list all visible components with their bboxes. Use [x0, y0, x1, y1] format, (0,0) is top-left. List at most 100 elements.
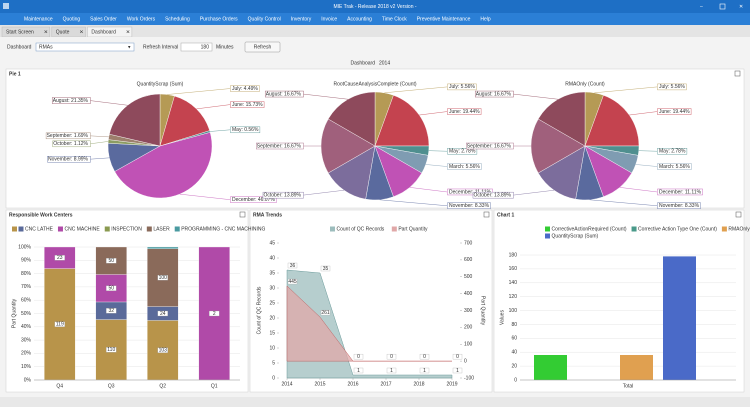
menu-item[interactable]: Time Clock	[382, 16, 407, 22]
expand-icon[interactable]	[239, 211, 246, 218]
data-label: May: 2.78%	[659, 149, 686, 155]
legend-swatch	[391, 226, 397, 232]
label-box	[657, 108, 692, 115]
label-box	[452, 353, 463, 360]
y-tick-label: 80	[511, 322, 517, 328]
label-box	[474, 90, 514, 98]
maximize[interactable]	[719, 3, 726, 10]
pie-slice	[159, 95, 210, 147]
data-label: December: 11.11%	[659, 189, 702, 195]
label-box	[230, 196, 277, 203]
legend-swatch	[18, 226, 24, 232]
y-tick-label: 70%	[21, 284, 32, 290]
minimize[interactable]: –	[700, 4, 703, 10]
y2-tick-label: 700	[464, 240, 473, 246]
panel	[249, 209, 493, 393]
y-tick-label: 90%	[21, 258, 32, 264]
expand-icon[interactable]	[483, 211, 490, 218]
y-tick-label: 120	[509, 294, 518, 300]
menu-item[interactable]: Purchase Orders	[200, 16, 238, 22]
data-label: August: 16.67%	[266, 91, 302, 97]
dashboard-select-value: RMAs	[39, 44, 53, 50]
data-label: 0	[357, 354, 360, 360]
y-tick-label: 5	[272, 360, 275, 366]
bar	[534, 355, 567, 380]
label-box	[230, 85, 260, 92]
label-box	[262, 191, 304, 199]
menu-item[interactable]: Work Orders	[127, 16, 156, 22]
data-label: June: 19.44%	[659, 109, 690, 115]
chart-title: QuantityScrap (Sum)	[137, 81, 184, 87]
label-box	[157, 347, 168, 353]
expand-icon[interactable]	[735, 211, 742, 218]
data-label: 32	[108, 308, 114, 314]
leader-line	[635, 164, 658, 167]
x-tick-label: Q2	[159, 383, 166, 389]
expand-icon[interactable]	[734, 70, 741, 77]
pie-slice	[327, 91, 376, 147]
data-label: 36	[290, 263, 296, 269]
leader-line	[209, 129, 231, 132]
leader-line	[89, 157, 110, 160]
y-tick-label: 60	[511, 336, 517, 342]
legend-swatch	[631, 226, 637, 232]
label-box	[230, 126, 261, 134]
y-tick-label: 0	[272, 375, 275, 381]
refresh-button[interactable]	[244, 41, 281, 53]
menu-item[interactable]: Scheduling	[165, 16, 190, 22]
leader-line	[167, 88, 231, 95]
label-box	[419, 367, 430, 374]
dashboard-select[interactable]	[35, 42, 135, 52]
label-box	[106, 308, 117, 314]
label-box	[657, 83, 687, 91]
interval-input[interactable]	[180, 42, 213, 52]
y-axis-label: Values	[499, 310, 505, 325]
y-tick-label: 35	[269, 270, 275, 276]
label-box	[51, 97, 91, 104]
legend-label: QuantityScrap (Sum)	[552, 233, 599, 239]
menu-item[interactable]: Quality Control	[248, 16, 281, 22]
label-box	[256, 142, 304, 150]
y2-tick-label: 0	[464, 358, 467, 364]
menu-item[interactable]: Sales Order	[90, 16, 117, 22]
menu-item[interactable]: Help	[480, 16, 491, 22]
menu-item[interactable]: Maintenance	[24, 16, 53, 22]
y-tick-label: 20	[511, 363, 517, 369]
leader-line	[89, 100, 128, 106]
y-tick-label: 140	[509, 280, 518, 286]
legend-label: PROGRAMMING - CNC MACHINING	[181, 226, 265, 232]
y-tick-label: 15	[269, 330, 275, 336]
legend-swatch	[12, 226, 17, 232]
data-label: 119	[56, 322, 64, 328]
leader-line	[302, 93, 349, 100]
tab-label: Start Screen	[6, 29, 34, 35]
legend-label: CNC MACHINE	[64, 226, 100, 232]
data-label: October: 1.12%	[53, 141, 88, 147]
menu-item[interactable]: Quoting	[63, 16, 81, 22]
x-tick-label: Q3	[108, 383, 115, 389]
y-tick-label: 60%	[21, 298, 32, 304]
tab-close[interactable]: ✕	[44, 29, 48, 35]
y-tick-label: 100	[509, 308, 518, 314]
data-label: 445	[288, 279, 297, 285]
bar-segment	[147, 246, 179, 249]
label-box	[353, 367, 364, 374]
chart-title: RMAOnly (Count)	[565, 81, 605, 87]
y-axis-label: Part Quantity	[11, 298, 17, 328]
y-tick-label: 30	[269, 285, 275, 291]
legend-label: CorrectiveActionRequired (Count)	[552, 226, 627, 232]
close[interactable]: ✕	[739, 4, 743, 10]
menu-item[interactable]: Accounting	[347, 16, 372, 22]
y-axis-label: Count of QC Records	[256, 286, 262, 334]
menu-item[interactable]: Invoice	[321, 16, 337, 22]
data-label: November: 8.99%	[48, 157, 89, 163]
tab-close[interactable]: ✕	[79, 29, 83, 35]
menu-item[interactable]: Preventive Maintenance	[417, 16, 471, 22]
leader-line	[419, 111, 448, 116]
app-icon[interactable]	[3, 3, 9, 9]
tab-close[interactable]: ✕	[126, 29, 130, 35]
menu-item[interactable]: Inventory	[291, 16, 312, 22]
leader-line	[589, 199, 658, 206]
legend-label: CNC LATHE	[25, 226, 54, 232]
